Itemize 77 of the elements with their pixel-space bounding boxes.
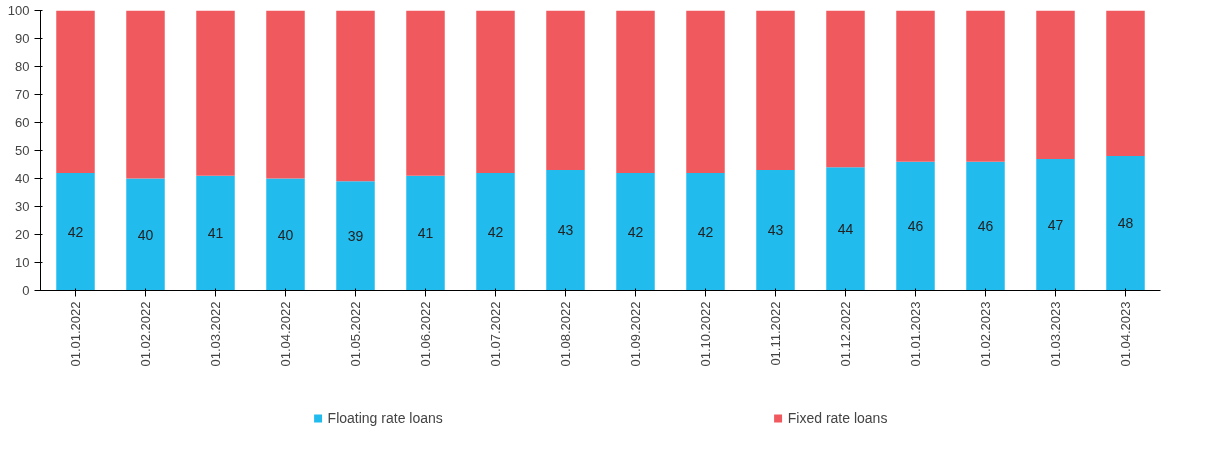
- bar: [336, 10, 375, 182]
- data-label: 42: [67, 223, 84, 240]
- bar: [546, 10, 585, 171]
- y-tick-label: 30: [15, 199, 30, 214]
- legend-label: Fixed rate loans: [787, 410, 888, 427]
- data-label: 42: [487, 223, 504, 240]
- x-tick-label: 01.02.2023: [978, 301, 993, 367]
- y-tick-label: 0: [22, 283, 30, 298]
- data-label: 41: [207, 225, 224, 242]
- data-label: 48: [1117, 215, 1134, 232]
- bar: [756, 10, 795, 171]
- data-label: 39: [347, 227, 364, 244]
- bar: [546, 170, 585, 291]
- x-tick-label: 01.06.2022: [418, 301, 433, 367]
- x-tick-label: 01.01.2022: [68, 301, 83, 367]
- y-tick-label: 80: [15, 59, 30, 74]
- bar: [896, 161, 935, 291]
- x-tick-label: 01.02.2022: [138, 301, 153, 367]
- data-label: 42: [697, 223, 714, 240]
- bar: [126, 178, 165, 291]
- x-tick-label: 01.03.2022: [208, 301, 223, 367]
- bar: [126, 10, 165, 179]
- bar: [686, 172, 725, 291]
- x-tick-label: 01.05.2022: [348, 301, 363, 367]
- bar: [756, 170, 795, 291]
- x-tick-label: 01.12.2022: [838, 301, 853, 367]
- x-tick-label: 01.07.2022: [488, 301, 503, 367]
- y-tick-label: 100: [7, 3, 30, 18]
- data-label: 41: [417, 225, 434, 242]
- bar: [196, 175, 235, 291]
- data-label: 47: [1047, 216, 1064, 233]
- bar: [686, 10, 725, 173]
- data-label: 42: [627, 223, 644, 240]
- y-tick-label: 70: [15, 87, 30, 102]
- bar: [616, 10, 655, 173]
- bar: [266, 178, 305, 291]
- y-tick-label: 90: [15, 31, 30, 46]
- bar: [406, 175, 445, 291]
- data-label: 46: [907, 218, 924, 235]
- y-tick-label: 40: [15, 171, 30, 186]
- data-label: 40: [277, 226, 294, 243]
- bar: [1036, 158, 1075, 291]
- bar: [1106, 10, 1145, 157]
- x-tick-label: 01.04.2022: [278, 301, 293, 367]
- x-tick-label: 01.04.2023: [1118, 301, 1133, 367]
- bar: [196, 10, 235, 176]
- x-tick-label: 01.09.2022: [628, 301, 643, 367]
- data-label: 43: [557, 222, 574, 239]
- bar: [1036, 10, 1075, 159]
- x-tick-label: 01.10.2022: [698, 301, 713, 367]
- data-label: 46: [977, 218, 994, 235]
- bar: [336, 181, 375, 291]
- bar: [476, 10, 515, 173]
- bar: [406, 10, 445, 176]
- bar: [616, 172, 655, 291]
- bar: [826, 167, 865, 291]
- data-label: 40: [137, 226, 154, 243]
- bar: [476, 172, 515, 291]
- bar: [966, 10, 1005, 162]
- bar: [266, 10, 305, 179]
- x-tick-label: 01.08.2022: [558, 301, 573, 367]
- x-tick-label: 01.11.2022: [768, 301, 783, 366]
- data-label: 44: [837, 220, 854, 237]
- y-tick-label: 60: [15, 115, 30, 130]
- y-tick-label: 20: [15, 227, 30, 242]
- legend-label: Floating rate loans: [327, 410, 443, 427]
- bar: [966, 161, 1005, 291]
- data-label: 43: [767, 222, 784, 239]
- bar: [896, 10, 935, 162]
- y-tick-label: 10: [15, 255, 30, 270]
- x-tick-label: 01.03.2023: [1048, 301, 1063, 367]
- x-tick-label: 01.01.2023: [908, 301, 923, 367]
- bar: [826, 10, 865, 168]
- y-tick-label: 50: [15, 143, 30, 158]
- bar: [56, 172, 95, 291]
- bar: [1106, 156, 1145, 291]
- bar: [56, 10, 95, 173]
